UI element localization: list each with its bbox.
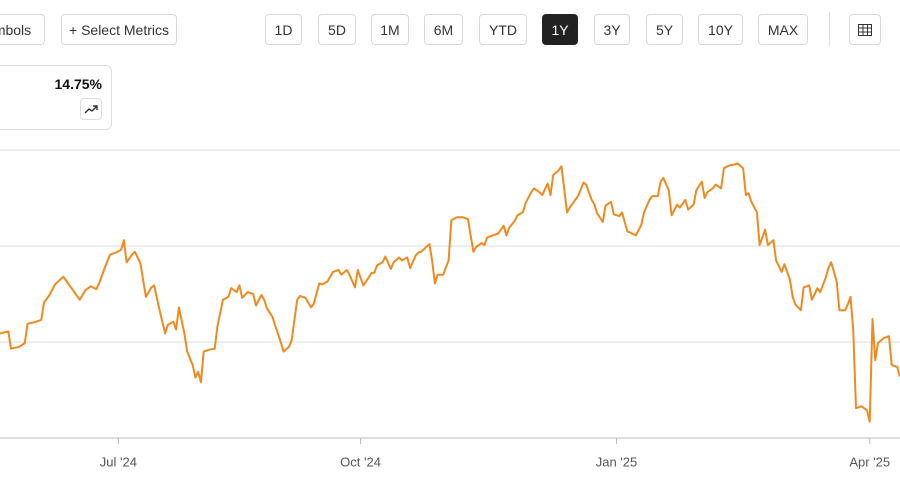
range-button[interactable]: 5D (318, 14, 356, 45)
range-button[interactable]: 10Y (698, 14, 743, 45)
range-button[interactable]: 5Y (646, 14, 683, 45)
range-button[interactable]: 1Y (542, 14, 578, 45)
compare-button[interactable]: mbols (0, 14, 45, 45)
range-button[interactable]: YTD (479, 14, 527, 45)
range-button[interactable]: 3Y (594, 14, 630, 45)
trend-icon (84, 105, 98, 114)
range-button[interactable]: 1D (265, 14, 302, 45)
table-button[interactable] (849, 14, 881, 45)
price-line (0, 162, 900, 423)
separator (829, 12, 830, 46)
x-tick-label: Jul '24 (100, 454, 137, 469)
table-icon (858, 23, 872, 36)
range-button[interactable]: MAX (758, 14, 808, 45)
summary-card: 14.75% (0, 65, 112, 130)
x-tick-label: Apr '25 (849, 454, 890, 469)
range-button[interactable]: 6M (424, 14, 463, 45)
range-button[interactable]: 1M (371, 14, 409, 45)
trend-button[interactable] (80, 98, 102, 120)
change-value: 14.75% (54, 76, 102, 92)
x-tick-label: Jan '25 (596, 454, 638, 469)
x-tick-label: Oct '24 (340, 454, 381, 469)
metrics-button[interactable]: + Select Metrics (61, 14, 177, 45)
